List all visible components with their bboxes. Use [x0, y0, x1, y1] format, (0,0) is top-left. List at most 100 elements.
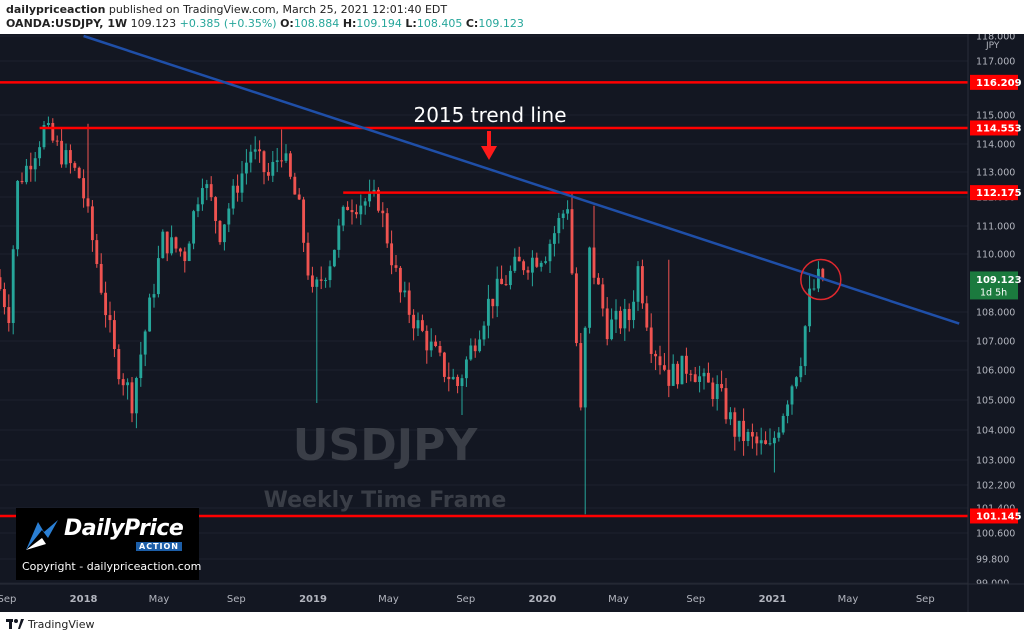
candle-body — [64, 150, 68, 165]
candle-body — [728, 412, 732, 420]
chart-area[interactable]: USDJPY Weekly Time Frame 2015 trend line… — [0, 34, 1024, 612]
candle-body — [434, 341, 438, 347]
price-tick-label: 111.000 — [976, 222, 1015, 233]
candle-body — [178, 248, 182, 252]
candle-body — [332, 249, 336, 267]
price-tick-label: 113.000 — [976, 168, 1015, 179]
time-tick-label: 2019 — [299, 594, 327, 605]
candle-body — [90, 206, 94, 241]
candle-body — [350, 210, 354, 213]
candle-body — [319, 279, 323, 281]
candle-body — [750, 431, 754, 437]
price-axis[interactable]: 99.00099.800100.600101.400102.200103.000… — [968, 34, 1024, 612]
candle-body — [38, 147, 42, 159]
candle-body — [680, 355, 684, 385]
candle-body — [561, 213, 565, 219]
symbol-name: OANDA:USDJPY, 1W — [6, 17, 128, 30]
candle-body — [368, 191, 372, 202]
candle-body — [205, 184, 209, 189]
candle-body — [354, 212, 358, 215]
candle-body — [702, 372, 706, 377]
swoosh-logo-icon — [26, 520, 58, 550]
candle-body — [706, 372, 710, 383]
trend-line[interactable] — [83, 34, 960, 325]
candle-body — [187, 243, 191, 262]
candle-body — [808, 288, 812, 327]
candle-body — [654, 353, 658, 357]
candle-body — [671, 363, 675, 386]
time-tick-label: May — [149, 594, 170, 605]
brand-tag: ACTION — [136, 542, 182, 551]
candle-body — [570, 209, 574, 274]
candle-body — [429, 341, 433, 351]
candle-body — [425, 330, 429, 351]
candle-body — [258, 149, 262, 152]
time-axis[interactable]: Sep 2018 May Sep 2019 May Sep 2020 May Sep 2021 May… — [0, 34, 1024, 612]
candle-body — [711, 382, 715, 399]
candle-body — [280, 160, 284, 162]
candle-body — [262, 151, 266, 173]
candle-body — [794, 377, 798, 387]
candle-body — [227, 208, 231, 225]
candle-body — [121, 379, 125, 386]
brand-watermark: DailyPrice ACTION Copyright - dailyprice… — [16, 508, 201, 580]
brand-name: DailyPrice — [64, 516, 184, 541]
last-price: 109.123 — [130, 17, 177, 30]
candle-body — [46, 122, 50, 126]
time-tick-label: May — [838, 594, 859, 605]
candle-body — [16, 180, 20, 250]
candle-body — [306, 242, 310, 276]
candle-body — [658, 356, 662, 366]
candle-body — [764, 440, 768, 444]
annotations: 2015 trend line — [413, 103, 567, 160]
candle-body — [222, 224, 226, 243]
watermark-subtitle: Weekly Time Frame — [264, 488, 507, 513]
candle-body — [460, 378, 464, 387]
price-tick-label: 107.000 — [976, 337, 1015, 348]
price-tick-label: 108.000 — [976, 308, 1015, 319]
candle-body — [271, 161, 275, 176]
candle-body — [535, 257, 539, 267]
candle-body — [495, 278, 499, 307]
time-tick-label: Sep — [0, 594, 16, 605]
candle-body — [288, 153, 292, 177]
tradingview-logo-icon[interactable] — [6, 617, 24, 631]
candle-body — [161, 231, 165, 259]
price-chart[interactable]: USDJPY Weekly Time Frame 2015 trend line… — [0, 34, 1024, 612]
candle-body — [755, 436, 759, 444]
publisher-name[interactable]: dailypriceaction — [6, 3, 106, 16]
candle-body — [293, 176, 297, 195]
tradingview-brand[interactable]: TradingView — [28, 618, 95, 631]
price-tick-label: 115.000 — [976, 111, 1015, 122]
low-label: L: — [405, 17, 417, 30]
candle-body — [526, 270, 530, 273]
price-tick-label: 106.000 — [976, 366, 1015, 377]
trend — [83, 34, 960, 325]
candle-body — [324, 280, 328, 282]
candle-body — [315, 279, 319, 287]
candle-body — [557, 218, 561, 234]
time-tick-label: 2020 — [529, 594, 557, 605]
open-value: 108.884 — [293, 17, 340, 30]
candle-body — [297, 194, 301, 200]
published-text: published on TradingView.com, March 25, … — [108, 3, 448, 16]
price-tick-label: 118.000 — [976, 34, 1015, 43]
candle-body — [649, 327, 653, 354]
candle-body — [790, 386, 794, 405]
candle-body — [359, 205, 363, 215]
candle-body — [363, 201, 367, 206]
level-price-tag — [970, 185, 1018, 201]
candle-body — [508, 270, 512, 286]
time-tick-label: May — [608, 594, 629, 605]
candle-body — [381, 210, 385, 214]
candle-body — [746, 431, 750, 442]
price-tick-label: 105.000 — [976, 396, 1015, 407]
level-price-label: 114.553 — [976, 123, 1022, 134]
candle-body — [522, 261, 526, 271]
candle-body — [284, 153, 288, 161]
candle-body — [447, 376, 451, 380]
candle-body — [390, 243, 394, 266]
candle-body — [139, 354, 143, 379]
candle-body — [302, 199, 306, 243]
